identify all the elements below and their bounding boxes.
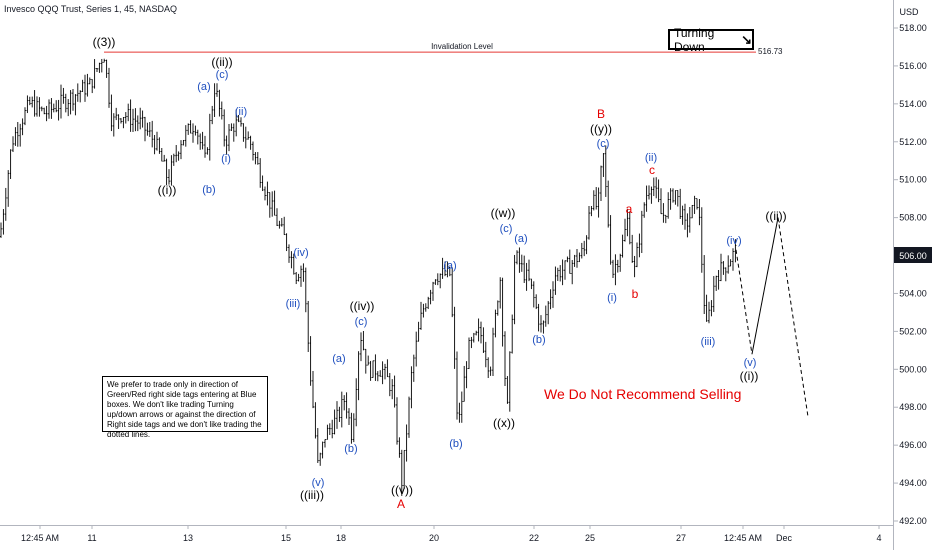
no-sell-banner: We Do Not Recommend Selling bbox=[544, 386, 742, 402]
wave-label: ((i)) bbox=[158, 183, 177, 197]
price-tag-label: 506.00 bbox=[899, 251, 927, 261]
wave-label: (c) bbox=[355, 316, 368, 328]
wave-label: ((ii)) bbox=[765, 209, 786, 223]
x-tick-label: 22 bbox=[529, 533, 539, 543]
y-tick-label: 502.00 bbox=[899, 326, 927, 336]
wave-label: (a) bbox=[514, 233, 527, 245]
turning-down-badge: Turning Down ↘ bbox=[668, 26, 754, 54]
y-tick-label: 498.00 bbox=[899, 402, 927, 412]
y-tick-label: 496.00 bbox=[899, 440, 927, 450]
y-tick-label: 504.00 bbox=[899, 288, 927, 298]
x-tick-label: 4 bbox=[876, 533, 881, 543]
projection-path bbox=[735, 217, 809, 417]
wave-label: (c) bbox=[597, 138, 610, 150]
wave-label: A bbox=[397, 497, 405, 511]
wave-label: (v) bbox=[312, 477, 325, 489]
y-axis-ticks: 492.00 494.00 496.00 498.00 500.00 502.00 504.… bbox=[893, 23, 927, 526]
y-tick-label: 510.00 bbox=[899, 175, 927, 185]
wave-label: (iii) bbox=[286, 298, 301, 310]
y-tick-label: 500.00 bbox=[899, 364, 927, 374]
x-tick-label: 12:45 AM bbox=[21, 533, 59, 543]
x-tick-label: 20 bbox=[429, 533, 439, 543]
wave-label: ((3)) bbox=[93, 35, 116, 49]
wave-label: ((x)) bbox=[493, 416, 515, 430]
wave-label: (iv) bbox=[726, 235, 741, 247]
wave-label: (b) bbox=[449, 438, 462, 450]
wave-label: (v) bbox=[744, 357, 757, 369]
wave-label: a bbox=[626, 202, 633, 216]
y-tick-label: 512.00 bbox=[899, 137, 927, 147]
wave-label: ((v)) bbox=[391, 483, 413, 497]
projection-segment bbox=[777, 217, 809, 417]
wave-label: (b) bbox=[202, 184, 215, 196]
y-tick-label: 516.00 bbox=[899, 61, 927, 71]
wave-label: (b) bbox=[532, 334, 545, 346]
wave-label: (b) bbox=[344, 443, 357, 455]
price-tag bbox=[894, 247, 932, 263]
currency-label: USD bbox=[899, 7, 919, 17]
x-tick-label: Dec bbox=[776, 533, 793, 543]
x-tick-label: 25 bbox=[585, 533, 595, 543]
wave-label: (a) bbox=[443, 260, 456, 272]
x-tick-label: 27 bbox=[676, 533, 686, 543]
wave-label: ((iv)) bbox=[350, 299, 375, 313]
projection-segment bbox=[735, 249, 753, 355]
wave-label: ((w)) bbox=[491, 206, 516, 220]
wave-label: (a) bbox=[332, 353, 345, 365]
wave-label: b bbox=[632, 287, 639, 301]
y-tick-label: 518.00 bbox=[899, 23, 927, 33]
x-axis-ticks: 12:45 AM 11 13 15 18 20 22 25 27 12:45 AM Dec 4 bbox=[21, 525, 882, 543]
projection-segment bbox=[751, 217, 779, 355]
y-tick-label: 492.00 bbox=[899, 516, 927, 526]
x-tick-label: 11 bbox=[87, 533, 96, 543]
x-tick-label: 12:45 AM bbox=[724, 533, 762, 543]
wave-label: (i) bbox=[221, 153, 231, 165]
wave-label: (ii) bbox=[645, 152, 657, 164]
wave-label: (c) bbox=[216, 69, 229, 81]
wave-label: (iv) bbox=[293, 247, 308, 259]
x-tick-label: 15 bbox=[281, 533, 291, 543]
wave-label: (a) bbox=[197, 81, 210, 93]
y-tick-label: 494.00 bbox=[899, 478, 927, 488]
turning-down-label: Turning Down bbox=[674, 25, 715, 54]
wave-label: ((iii)) bbox=[300, 488, 324, 502]
x-tick-label: 18 bbox=[336, 533, 346, 543]
wave-label: ((y)) bbox=[590, 122, 612, 136]
wave-label: B bbox=[597, 107, 605, 121]
wave-labels: ((3))((i))((ii))(a)(b)(c)(i)(ii)(iii)(iv… bbox=[93, 35, 787, 511]
wave-label: (ii) bbox=[235, 106, 247, 118]
wave-label: (i) bbox=[607, 292, 617, 304]
invalidation-label: Invalidation Level bbox=[431, 42, 493, 51]
wave-label: ((i)) bbox=[740, 369, 759, 383]
x-tick-label: 13 bbox=[183, 533, 193, 543]
invalidation-price: 516.73 bbox=[758, 47, 783, 56]
wave-label: c bbox=[649, 163, 655, 177]
price-bars bbox=[0, 58, 737, 496]
down-right-arrow-icon: ↘ bbox=[741, 31, 752, 47]
y-tick-label: 508.00 bbox=[899, 213, 927, 223]
wave-label: (iii) bbox=[701, 336, 716, 348]
chart-title: Invesco QQQ Trust, Series 1, 45, NASDAQ bbox=[4, 4, 178, 14]
y-tick-label: 514.00 bbox=[899, 99, 927, 109]
wave-label: ((ii)) bbox=[211, 55, 232, 69]
trading-note: We prefer to trade only in direction of … bbox=[102, 376, 268, 439]
wave-label: (c) bbox=[500, 223, 513, 235]
